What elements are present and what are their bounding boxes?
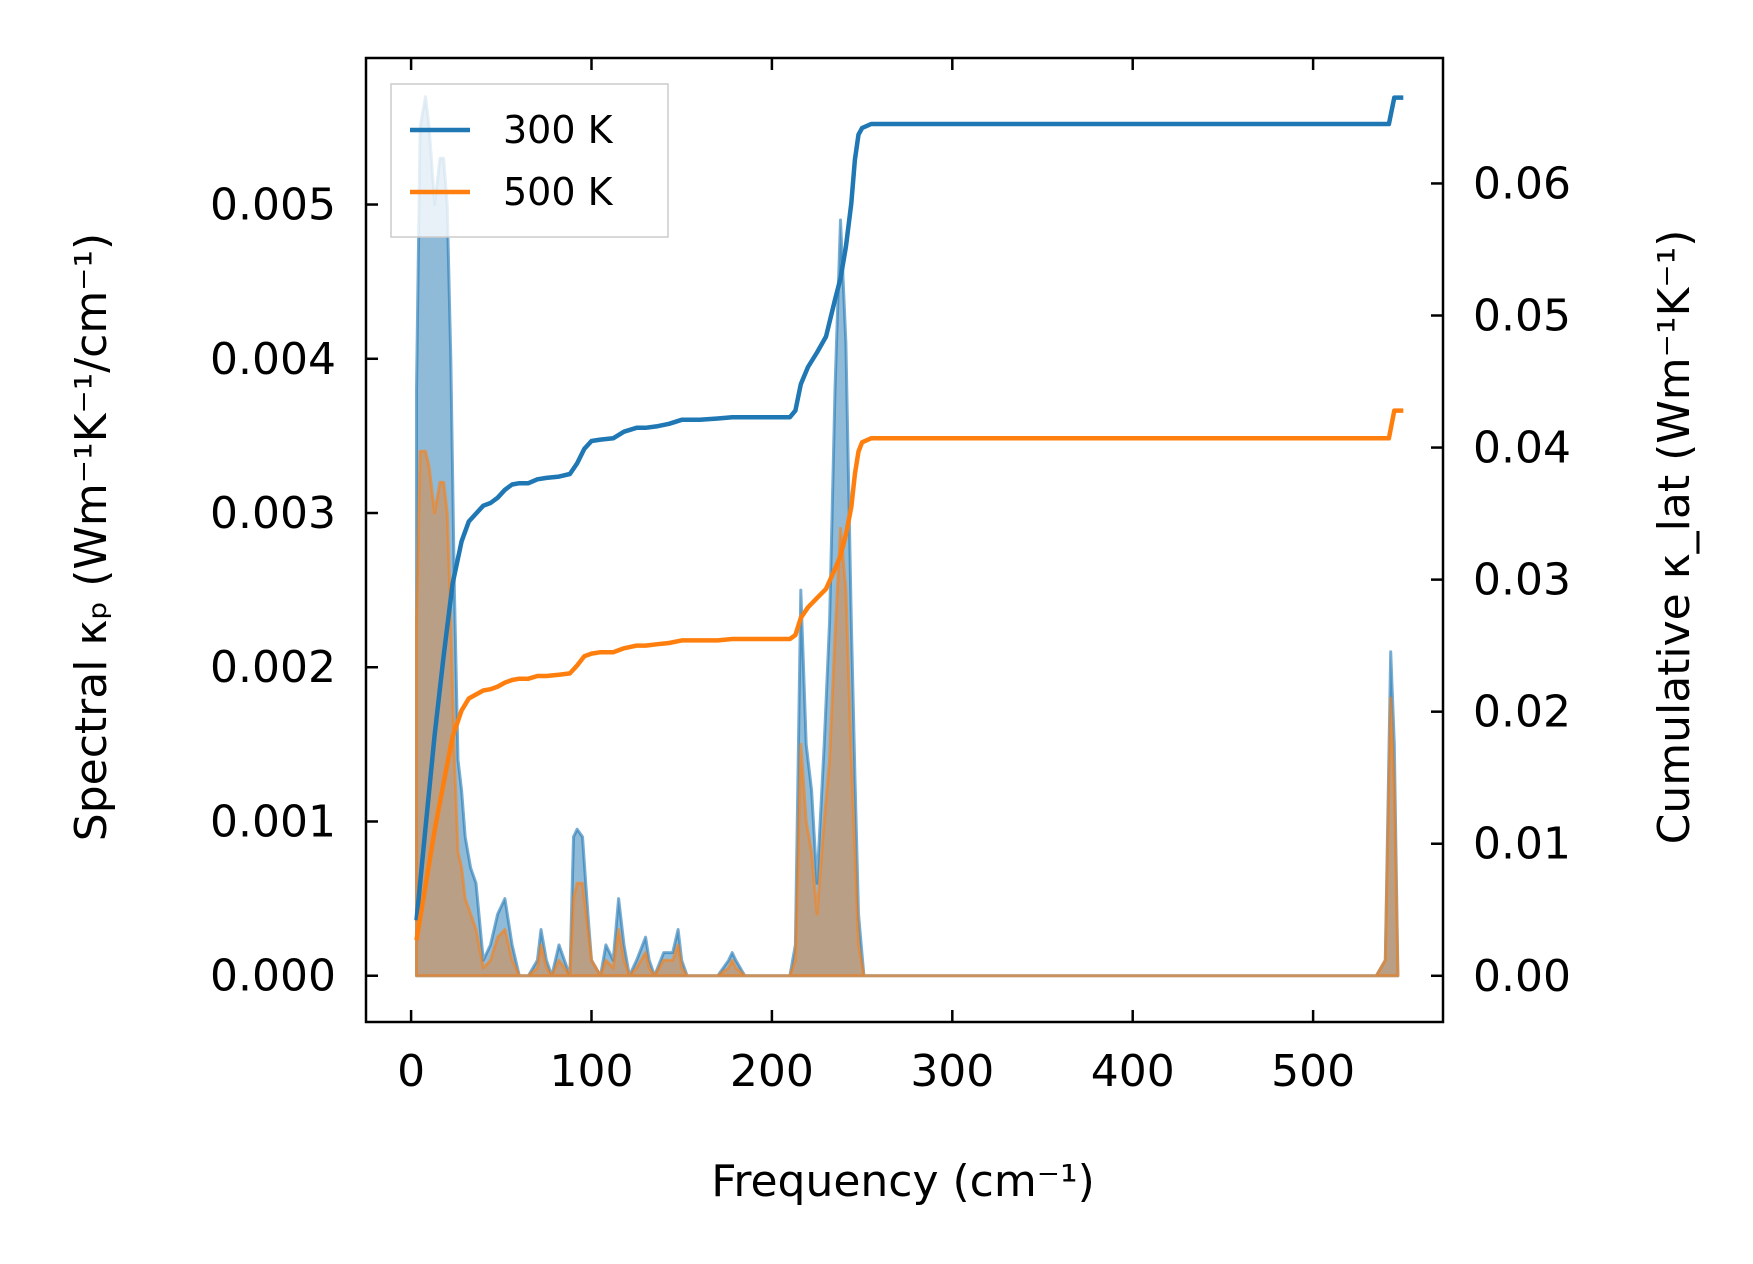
x-axis-label: Frequency (cm⁻¹) [711,1156,1095,1207]
right-y-tick-label: 0.06 [1473,158,1571,209]
x-tick-label: 200 [730,1046,814,1097]
right-y-tick-labels: 0.00 0.01 0.02 0.03 0.04 0.05 0.06 [1473,158,1571,1001]
left-y-tick-label: 0.004 [210,334,336,385]
spectral-area-500k [415,449,1400,978]
right-y-tick-label: 0.03 [1473,555,1571,606]
legend-box [390,83,669,238]
left-y-tick-label: 0.002 [210,642,336,693]
right-y-tick-label: 0.00 [1473,951,1571,1002]
cumulative-lines [414,95,1404,941]
x-tick-label: 400 [1091,1046,1175,1097]
right-y-axis-label: Cumulative κ_lat (Wm⁻¹K⁻¹) [1649,230,1700,845]
right-y-tick-label: 0.02 [1473,687,1571,738]
legend-label-500k: 500 K [503,170,614,214]
x-tick-labels: 0 100 200 300 400 500 [397,1046,1355,1097]
spectral-area-300k [415,95,1400,978]
left-y-tick-label: 0.003 [210,488,336,539]
cumulative-line-300k [414,95,1404,921]
x-tick-label: 0 [397,1046,425,1097]
right-y-tick-label: 0.01 [1473,819,1571,870]
axis-ticks [366,58,1443,1022]
spectral-fills [415,95,1400,978]
left-y-axis-label: Spectral κₚ (Wm⁻¹K⁻¹/cm⁻¹) [66,233,117,841]
left-y-tick-label: 0.001 [210,796,336,847]
x-tick-label: 100 [550,1046,634,1097]
cumulative-line-500k [414,408,1404,941]
left-y-tick-labels: 0.000 0.001 0.002 0.003 0.004 0.005 [210,180,336,1002]
x-tick-label: 500 [1271,1046,1355,1097]
left-y-tick-label: 0.005 [210,180,336,231]
left-y-tick-label: 0.000 [210,951,336,1002]
legend: 300 K 500 K [390,83,669,238]
plot-frame [364,56,1445,1024]
legend-label-300k: 300 K [503,108,614,152]
x-tick-label: 300 [910,1046,994,1097]
right-y-tick-label: 0.05 [1473,291,1571,342]
right-y-tick-label: 0.04 [1473,423,1571,474]
